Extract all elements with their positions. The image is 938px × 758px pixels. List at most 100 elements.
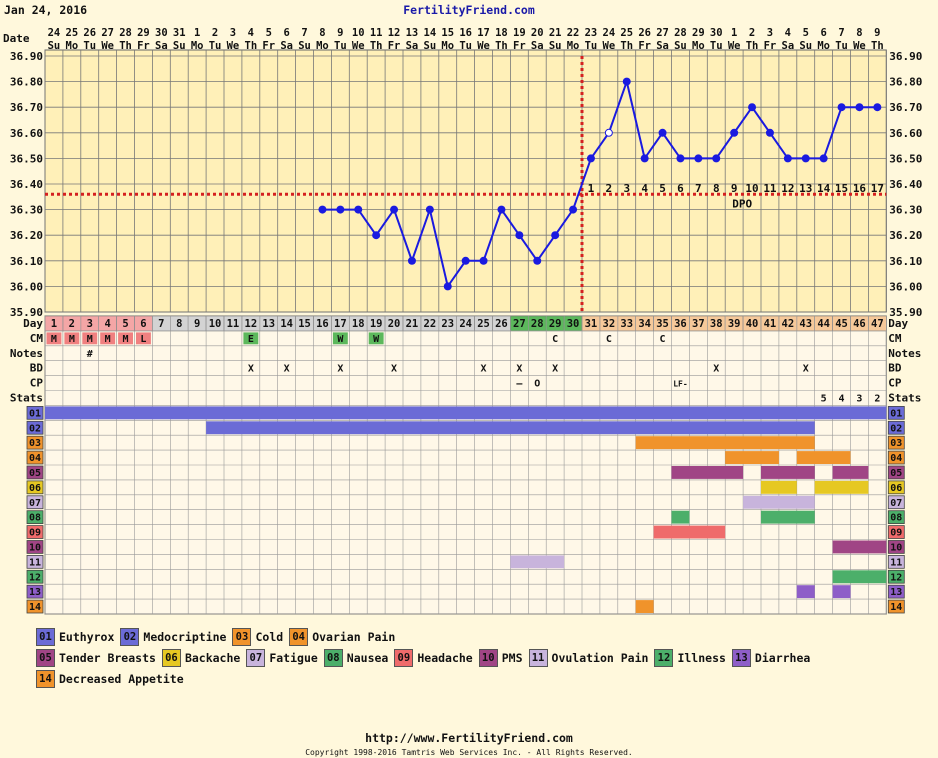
day-number: 47 <box>871 318 884 330</box>
row-code-left: 01 <box>29 408 41 419</box>
temperature-point <box>533 256 542 265</box>
weekday-tick: Su <box>424 40 437 52</box>
day-number: 17 <box>334 318 347 330</box>
dpo-number: 1 <box>588 182 595 195</box>
dpo-number: 11 <box>763 182 777 195</box>
footer-copyright: Copyright 1998-2016 Tamtris Web Services… <box>305 748 633 757</box>
day-number: 13 <box>262 318 275 330</box>
row-code-right: 10 <box>890 543 902 554</box>
cm-cell <box>64 332 80 345</box>
dpo-number: 9 <box>731 182 738 195</box>
day-number: 46 <box>853 318 866 330</box>
row-label-right: Stats <box>888 392 921 405</box>
stats-mark: 2 <box>874 394 880 405</box>
dpo-number: 16 <box>853 182 867 195</box>
weekday-tick: Mo <box>191 40 204 52</box>
weekday-tick: Su <box>674 40 687 52</box>
y-tick-left: 36.20 <box>10 229 43 242</box>
weekday-tick: Mo <box>66 40 79 52</box>
temperature-point <box>819 154 828 163</box>
cm-label: C <box>552 334 558 345</box>
row-code-right: 09 <box>890 528 902 539</box>
temperature-point <box>479 256 488 265</box>
day-number: 36 <box>674 318 687 330</box>
legend-item: 09 Headache <box>394 648 473 667</box>
legend: 01 Euthyrox 02 Medocriptine 03 Cold 04 Ovarian … <box>36 626 916 689</box>
site-title: FertilityFriend.com <box>403 3 535 17</box>
weekday-tick: Mo <box>567 40 580 52</box>
legend-code: 04 <box>289 627 309 646</box>
day-number: 9 <box>194 318 200 330</box>
day-number: 27 <box>513 318 526 330</box>
day-number: 26 <box>495 318 508 330</box>
y-tick-right: 36.00 <box>889 280 922 293</box>
date-tick: 27 <box>656 27 669 39</box>
row-code-left: 03 <box>29 438 41 449</box>
cp-mark: — <box>516 379 523 390</box>
footer-url[interactable]: http://www.FertilityFriend.com <box>365 731 573 745</box>
row-label: CP <box>30 377 44 390</box>
cm-label: M <box>51 334 57 345</box>
temperature-point <box>390 205 399 214</box>
date-tick: 27 <box>101 27 114 39</box>
day-number: 33 <box>620 318 633 330</box>
date-tick: 6 <box>283 27 289 39</box>
bd-mark: X <box>284 364 290 375</box>
symptom-bar <box>510 555 565 569</box>
weekday-tick: Tu <box>459 40 472 52</box>
cm-cell <box>332 332 348 345</box>
weekday-tick: Mo <box>316 40 329 52</box>
weekday-tick: Fr <box>638 40 651 52</box>
date-tick: 2 <box>749 27 755 39</box>
y-tick-right: 36.70 <box>889 101 922 114</box>
dpo-number: 17 <box>871 182 884 195</box>
day-number: 41 <box>764 318 777 330</box>
legend-code: 08 <box>323 648 343 667</box>
weekday-tick: We <box>853 40 866 52</box>
row-label: Notes <box>10 347 43 360</box>
legend-code: 07 <box>246 648 266 667</box>
row-code-box-left <box>26 435 44 450</box>
date-tick: 8 <box>856 27 862 39</box>
day-number: 21 <box>406 318 419 330</box>
date-tick: 15 <box>441 27 454 39</box>
temperature-point <box>425 205 434 214</box>
legend-code: 05 <box>36 648 55 667</box>
row-code-left: 09 <box>29 528 41 539</box>
row-label: CM <box>30 332 44 345</box>
bd-mark: X <box>713 364 719 375</box>
day-number: 22 <box>424 318 437 330</box>
weekday-tick: Th <box>119 40 132 52</box>
dpo-number: 12 <box>781 182 794 195</box>
cm-label: C <box>606 334 612 345</box>
temperature-point <box>712 154 721 163</box>
row-code-box-right <box>887 420 905 435</box>
bd-mark: X <box>337 364 343 375</box>
row-code-box-left <box>26 555 44 569</box>
date-tick: 5 <box>803 27 809 39</box>
row-code-right: 12 <box>890 572 902 583</box>
legend-label: Cold <box>255 629 284 644</box>
date-tick: 5 <box>266 27 272 39</box>
day-number: 35 <box>656 318 669 330</box>
row-code-box-left <box>26 465 44 480</box>
weekday-tick: Th <box>746 40 759 52</box>
row-code-box-right <box>887 405 905 420</box>
weekday-tick: Fr <box>764 40 777 52</box>
legend-item: 03 Cold <box>232 627 284 646</box>
weekday-tick: Tu <box>710 40 723 52</box>
row-code-box-right <box>887 450 905 465</box>
weekday-tick: Mo <box>692 40 705 52</box>
day-number: 23 <box>441 318 454 330</box>
weekday-tick: Th <box>370 40 383 52</box>
temperature-point <box>407 256 416 265</box>
row-code-left: 05 <box>29 468 41 479</box>
legend-code: 13 <box>731 648 751 667</box>
cm-label: W <box>373 334 380 345</box>
bd-mark: X <box>248 364 254 375</box>
date-tick: 29 <box>137 27 150 39</box>
day-number: 12 <box>245 318 258 330</box>
cm-cell <box>82 332 98 345</box>
cm-cell <box>243 332 259 345</box>
temperature-point <box>676 154 685 163</box>
